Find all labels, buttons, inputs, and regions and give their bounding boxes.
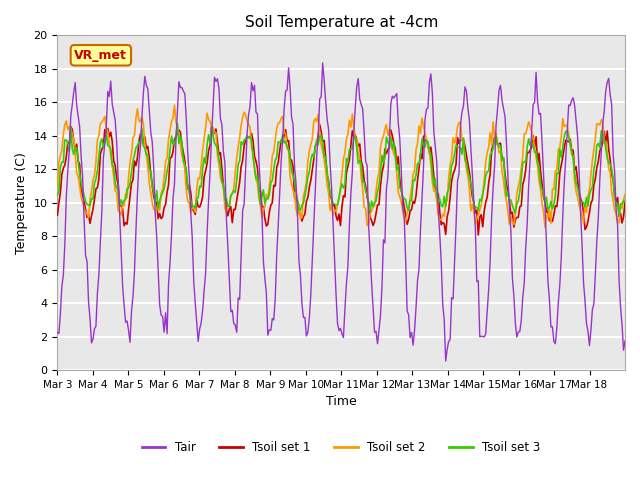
Title: Soil Temperature at -4cm: Soil Temperature at -4cm — [244, 15, 438, 30]
Legend: Tair, Tsoil set 1, Tsoil set 2, Tsoil set 3: Tair, Tsoil set 1, Tsoil set 2, Tsoil se… — [137, 436, 545, 459]
Text: VR_met: VR_met — [74, 49, 127, 62]
Y-axis label: Temperature (C): Temperature (C) — [15, 152, 28, 253]
X-axis label: Time: Time — [326, 396, 356, 408]
